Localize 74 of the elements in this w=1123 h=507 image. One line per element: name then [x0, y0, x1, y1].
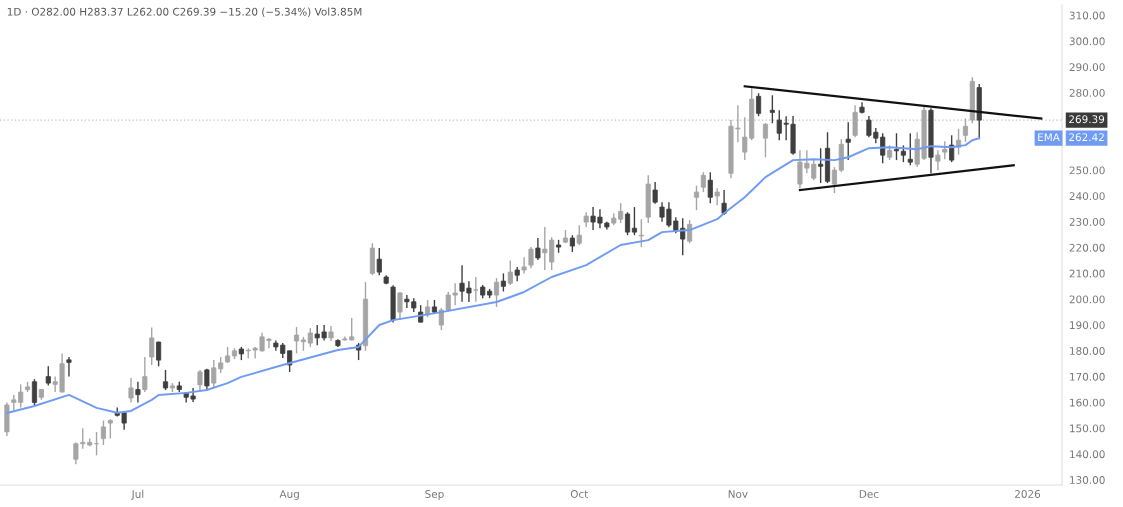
- y-tick-label: 190.00: [1070, 321, 1105, 330]
- ref-line-label: 269.39: [1069, 115, 1105, 124]
- y-tick-label: 300.00: [1069, 37, 1105, 46]
- candlestick: [31, 378, 38, 406]
- candlestick: [66, 356, 72, 378]
- candlestick: [831, 166, 837, 194]
- x-tick-label: Aug: [279, 490, 299, 500]
- candlestick: [100, 419, 106, 446]
- y-tick-label: 180.00: [1070, 347, 1105, 355]
- x-tick-label: Sep: [425, 490, 444, 500]
- candlestick: [624, 211, 631, 236]
- candlestick: [652, 181, 658, 205]
- candlestick: [149, 326, 155, 366]
- y-tick-label: 130.00: [1070, 476, 1105, 484]
- candlestick: [845, 121, 851, 161]
- x-tick-label: Dec: [859, 490, 879, 498]
- y-tick-label: 310.00: [1069, 11, 1105, 20]
- y-tick-label: 140.00: [1070, 450, 1105, 459]
- candlestick: [521, 256, 527, 275]
- y-tick-label: 210.00: [1069, 269, 1105, 278]
- candlestick: [962, 117, 969, 143]
- candlestick: [762, 122, 769, 158]
- candlestick: [535, 237, 541, 261]
- candlestick: [707, 171, 713, 204]
- candlestick: [500, 272, 506, 293]
- candlestick: [576, 224, 582, 246]
- candlestick: [162, 369, 169, 391]
- candlestick: [293, 326, 300, 355]
- candlestick: [693, 184, 700, 211]
- y-tick-label: 280.00: [1069, 88, 1105, 97]
- candlestick: [156, 341, 162, 367]
- legend-label: EMA: [1038, 133, 1060, 141]
- candlestick: [142, 356, 148, 393]
- candlestick: [818, 147, 824, 184]
- candlestick: [935, 149, 941, 171]
- x-tick-label: 2026: [1015, 490, 1041, 498]
- candlestick: [493, 277, 500, 308]
- candlestick: [197, 369, 203, 391]
- candlestick: [135, 381, 141, 404]
- y-tick-label: 250.00: [1069, 166, 1105, 175]
- candlestick: [528, 246, 534, 269]
- y-tick-label: 290.00: [1069, 63, 1105, 72]
- candlestick: [756, 92, 762, 117]
- y-tick-label: 150.00: [1070, 424, 1105, 433]
- candlestick: [507, 259, 513, 286]
- candlestick: [45, 365, 51, 387]
- x-tick-label: Nov: [728, 490, 748, 498]
- candlestick: [638, 218, 644, 248]
- y-tick-label: 240.00: [1069, 192, 1105, 201]
- candlestick: [687, 219, 693, 244]
- chart-title: 1D · O282.00 H283.37 L262.00 C269.39 −15.20 (−5.34%) Vol3.85M: [7, 7, 362, 17]
- text: 262.42: [1069, 133, 1104, 142]
- candlestick: [721, 189, 727, 216]
- candlestick: [376, 247, 382, 276]
- candlestick: [128, 377, 134, 404]
- candlestick: [473, 276, 479, 303]
- candlestick: [852, 104, 858, 138]
- y-tick-label: 170.00: [1070, 372, 1105, 381]
- y-tick-label: 230.00: [1069, 218, 1105, 226]
- candlestick: [942, 140, 948, 161]
- y-tick-label: 160.00: [1070, 398, 1105, 407]
- candlestick: [307, 327, 313, 348]
- candlestick: [949, 134, 955, 163]
- candlestick: [631, 206, 637, 236]
- candlestick: [893, 132, 900, 161]
- candlestick: [769, 94, 775, 124]
- candlestick: [907, 132, 913, 166]
- candlestick: [107, 418, 113, 440]
- candlestick: [397, 291, 403, 321]
- x-tick-label: Oct: [570, 490, 589, 498]
- y-tick-label: 220.00: [1069, 243, 1105, 252]
- y-tick-label: 200.00: [1069, 295, 1105, 304]
- candlestick: [700, 171, 706, 193]
- x-tick-label: Jul: [131, 489, 144, 500]
